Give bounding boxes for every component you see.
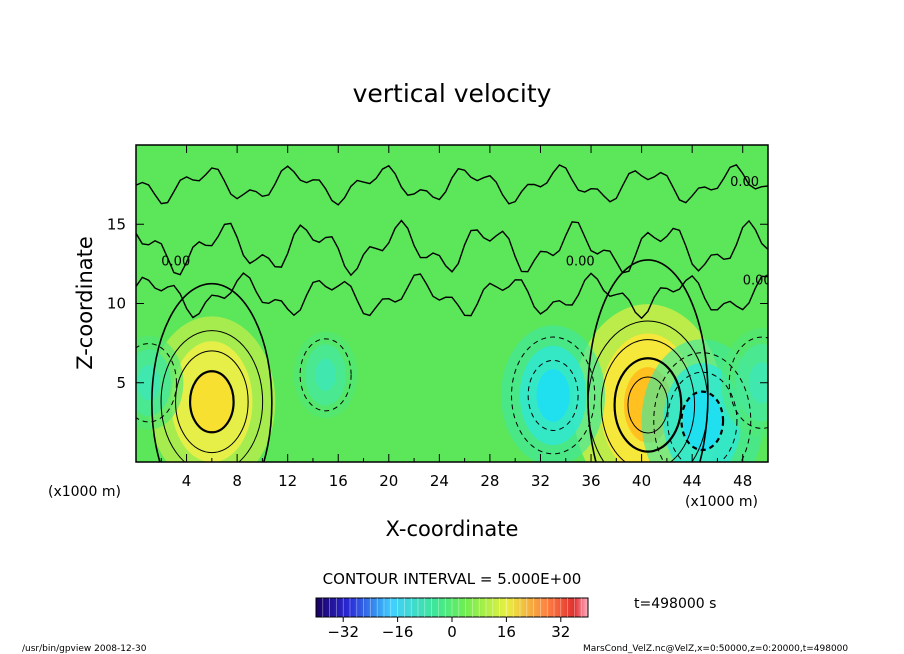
contour-label-3: 0.00: [730, 175, 759, 190]
zero-contour-band-1: [136, 272, 768, 320]
zero-contour-band-2: [136, 219, 768, 277]
zero-contour-updraft-1: [587, 259, 709, 462]
chart-title: vertical velocity: [353, 79, 552, 108]
y-tick-label-1: 10: [107, 295, 126, 313]
contour-line-2-1: [511, 336, 596, 455]
y-tick-label-0: 5: [116, 374, 126, 392]
x-unit-right: (x1000 m): [685, 494, 758, 510]
colorbar-tick-label-3: 16: [497, 623, 516, 641]
x-tick-label-10: 44: [683, 472, 702, 490]
colorbar-tick-label-4: 32: [551, 623, 570, 641]
x-tick-label-5: 24: [430, 472, 449, 490]
contour-line-5-1: [728, 336, 768, 429]
time-text: t=498000 s: [634, 596, 716, 612]
feature-core-0: [191, 369, 233, 434]
feature-core-3: [682, 390, 722, 452]
zero-contour-updraft-0: [151, 282, 273, 462]
footer-right: MarsCond_VelZ.nc@VelZ,x=0:50000,z=0:2000…: [583, 644, 848, 654]
x-tick-label-9: 40: [632, 472, 651, 490]
contour-interval-text: CONTOUR INTERVAL = 5.000E+00: [323, 570, 582, 588]
contour-label-1: 0.00: [566, 254, 595, 269]
x-tick-label-1: 8: [232, 472, 242, 490]
x-axis-label: X-coordinate: [386, 517, 519, 541]
footer-left: /usr/bin/gpview 2008-12-30: [22, 644, 147, 654]
contour-line-0-1: [160, 330, 264, 462]
colorbar-tick-label-2: 0: [447, 623, 457, 641]
y-tick-label-2: 15: [107, 215, 126, 233]
x-tick-label-6: 28: [480, 472, 499, 490]
contour-line-4-1: [136, 343, 177, 423]
contour-line-1-4: [627, 376, 669, 434]
x-tick-label-0: 4: [182, 472, 192, 490]
colorbar: −32 −16 0 16 32: [315, 597, 589, 641]
colorbar-tick-label-1: −16: [382, 623, 414, 641]
x-tick-label-8: 36: [581, 472, 600, 490]
contour-label-2: 0.00: [743, 273, 772, 288]
contour-line-0-2: [175, 350, 249, 454]
x-tick-label-3: 16: [329, 472, 348, 490]
x-unit-left: (x1000 m): [48, 484, 121, 500]
contour-line-0-3: [188, 370, 235, 434]
contour-line-2-2: [527, 359, 579, 431]
contour-line-1-3: [613, 357, 683, 453]
contour-line-3-2: [667, 371, 738, 462]
colorbar-tick-label-0: −32: [327, 623, 359, 641]
contour-line-3-1: [653, 352, 752, 462]
contour-line-6-1: [299, 338, 352, 412]
contour-label-0: 0.00: [161, 254, 190, 269]
zero-contour-band-3: [136, 164, 768, 206]
x-tick-label-7: 32: [531, 472, 550, 490]
x-tick-label-11: 48: [733, 472, 752, 490]
feature-core-2: [536, 369, 570, 422]
x-tick-label-2: 12: [278, 472, 297, 490]
plot-area: 0.00 0.00 0.00 0.00: [136, 145, 772, 462]
feature-core-6: [315, 358, 336, 392]
feature-core-5: [748, 362, 768, 404]
y-axis-label: Z-coordinate: [73, 236, 97, 370]
contour-line-1-2: [600, 339, 696, 462]
x-tick-label-4: 20: [379, 472, 398, 490]
